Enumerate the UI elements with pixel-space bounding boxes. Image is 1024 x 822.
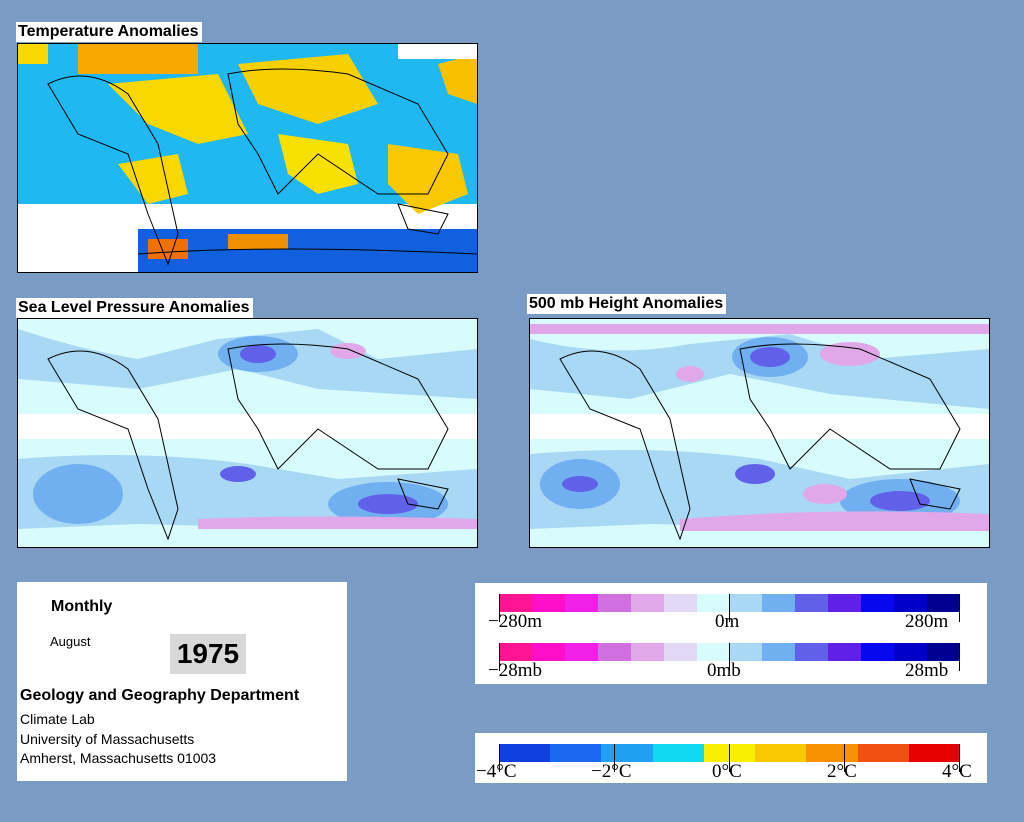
height-color-swatch [795,594,829,612]
pressure-color-swatch [762,643,796,661]
anomaly-legend: −280m 0m 280m −28mb 0mb 28mb [475,583,987,684]
height-color-swatch [531,594,565,612]
height-tick-max: 280m [905,611,949,632]
temperature-color-swatch [652,744,704,762]
pressure-color-swatch [795,643,829,661]
pressure-color-swatch [828,643,862,661]
pressure-color-swatch [564,643,598,661]
temperature-color-swatch [601,744,653,762]
department-label: Geology and Geography Department [20,687,300,704]
pressure-color-swatch [861,643,895,661]
height-color-swatch [762,594,796,612]
height-color-swatch [564,594,598,612]
pressure-color-swatch [729,643,763,661]
temp-tick-plus4: 4°C [942,761,972,782]
temp-tick-zero: 0°C [712,761,742,782]
height-color-swatch [630,594,664,612]
temperature-anomaly-map [17,43,478,273]
temp-tick-minus2: −2°C [591,761,632,782]
temperature-panel-title: Temperature Anomalies [16,22,202,42]
height-color-swatch [597,594,631,612]
pressure-tick-zero: 0mb [707,660,741,681]
university-label: University of Massachusetts [20,731,195,747]
temperature-color-swatch [908,744,960,762]
pressure-anomaly-map [17,318,478,548]
pressure-color-swatch [499,643,532,661]
lab-label: Climate Lab [20,711,95,727]
pressure-color-swatch [630,643,664,661]
pressure-color-swatch [663,643,697,661]
month-label: August [50,634,91,649]
temperature-color-swatch [755,744,807,762]
height-tick-min: −280m [488,611,542,632]
temperature-legend: −4°C −2°C 0°C 2°C 4°C [475,733,987,783]
height-color-swatch [729,594,763,612]
temperature-color-swatch [550,744,602,762]
height-tick-zero: 0m [715,611,740,632]
height-color-swatch [861,594,895,612]
info-panel: Monthly August 1975 Geology and Geograph… [17,582,347,781]
height-color-swatch [828,594,862,612]
pressure-color-swatch [597,643,631,661]
pressure-panel-title: Sea Level Pressure Anomalies [16,298,253,318]
height-color-swatch [499,594,532,612]
temperature-color-swatch [499,744,551,762]
pressure-color-bar [499,643,960,661]
pressure-color-swatch [926,643,960,661]
address-label: Amherst, Massachusetts 01003 [20,750,217,766]
height-color-swatch [696,594,730,612]
frequency-label: Monthly [51,598,113,615]
height-color-bar [499,594,960,612]
height-color-swatch [926,594,960,612]
temp-tick-minus4: −4°C [476,761,517,782]
pressure-tick-min: −28mb [488,660,542,681]
height-color-swatch [663,594,697,612]
pressure-color-swatch [894,643,927,661]
height-panel-title: 500 mb Height Anomalies [527,294,727,314]
pressure-tick-max: 28mb [905,660,949,681]
temperature-color-swatch [857,744,909,762]
height-color-swatch [894,594,927,612]
pressure-color-swatch [696,643,730,661]
temperature-color-swatch [806,744,858,762]
temp-tick-plus2: 2°C [827,761,857,782]
height-anomaly-map [529,318,990,548]
pressure-color-swatch [531,643,565,661]
year-display: 1975 [170,634,246,674]
